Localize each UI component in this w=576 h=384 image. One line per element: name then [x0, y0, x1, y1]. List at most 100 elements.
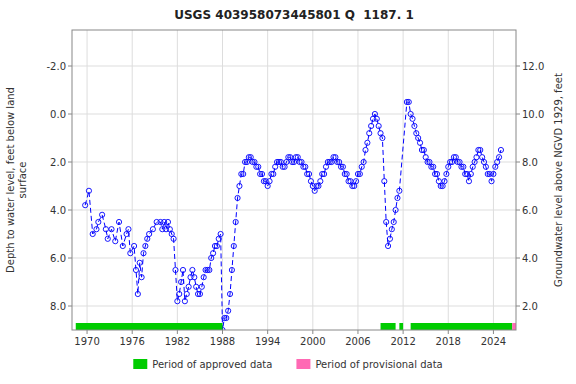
- data-point: [256, 164, 261, 169]
- data-point: [184, 291, 189, 296]
- grid-line: [72, 258, 516, 259]
- data-point: [105, 236, 110, 241]
- data-point: [461, 164, 466, 169]
- data-point: [444, 171, 449, 176]
- data-point: [177, 291, 182, 296]
- tick-mark: [516, 114, 520, 115]
- tick-mark: [448, 330, 449, 334]
- data-point: [186, 284, 191, 289]
- data-point: [180, 267, 185, 272]
- data-point: [344, 171, 349, 176]
- tick-label: 4.0: [50, 205, 66, 216]
- period-bar: [411, 323, 513, 330]
- tick-label: 6.0: [50, 253, 66, 264]
- legend-label: Period of provisional data: [315, 359, 442, 370]
- data-point: [374, 116, 379, 121]
- data-point: [139, 275, 144, 280]
- legend-item: Period of approved data: [133, 359, 272, 370]
- data-point: [389, 227, 394, 232]
- period-bar: [76, 323, 223, 330]
- data-point: [126, 227, 131, 232]
- legend-item: Period of provisional data: [296, 359, 442, 370]
- data-point: [421, 147, 426, 152]
- data-point: [86, 188, 91, 193]
- data-point: [397, 188, 402, 193]
- data-point: [190, 267, 195, 272]
- tick-mark: [68, 258, 72, 259]
- tick-label: 12.0: [522, 61, 544, 72]
- data-point: [271, 171, 276, 176]
- data-point: [410, 116, 415, 121]
- data-point: [171, 236, 176, 241]
- tick-label: 2000: [300, 336, 325, 347]
- data-point: [474, 155, 479, 160]
- grid-line: [177, 30, 178, 330]
- tick-label: 2006: [345, 336, 370, 347]
- axis-label: Depth to water level, feet below landsur…: [5, 87, 28, 273]
- data-point: [218, 231, 223, 236]
- data-point: [131, 243, 136, 248]
- data-point: [318, 179, 323, 184]
- data-point: [489, 179, 494, 184]
- grid-line: [222, 30, 223, 330]
- tick-label: 1982: [165, 336, 190, 347]
- tick-mark: [68, 306, 72, 307]
- data-point: [179, 279, 184, 284]
- data-point: [194, 284, 199, 289]
- data-point: [201, 275, 206, 280]
- grid-line: [72, 210, 516, 211]
- data-point: [363, 147, 368, 152]
- axis-label: Groundwater level above NGVD 1929, feet: [553, 73, 564, 287]
- tick-mark: [267, 330, 268, 334]
- data-point: [259, 171, 264, 176]
- data-line: [85, 102, 501, 330]
- legend-swatch: [296, 359, 310, 369]
- data-point: [367, 131, 372, 136]
- data-point: [468, 171, 473, 176]
- tick-label: 1976: [119, 336, 144, 347]
- data-point: [141, 251, 146, 256]
- tick-label: 2.0: [522, 301, 538, 312]
- tick-label: 4.0: [522, 253, 538, 264]
- tick-label: 2024: [481, 336, 506, 347]
- tick-label: 8.0: [522, 157, 538, 168]
- data-point: [173, 267, 178, 272]
- data-point: [235, 195, 240, 200]
- tick-mark: [68, 162, 72, 163]
- data-point: [384, 219, 389, 224]
- data-point: [227, 291, 232, 296]
- data-point: [369, 123, 374, 128]
- grid: [72, 30, 516, 330]
- data-point: [233, 219, 238, 224]
- data-point: [199, 284, 204, 289]
- data-point: [192, 275, 197, 280]
- data-point: [417, 140, 422, 145]
- data-point: [380, 135, 385, 140]
- data-point: [224, 315, 229, 320]
- data-point: [226, 308, 231, 313]
- tick-mark: [516, 306, 520, 307]
- data-point: [237, 183, 242, 188]
- tick-mark: [87, 330, 88, 334]
- tick-mark: [222, 330, 223, 334]
- data-point: [466, 179, 471, 184]
- data-point: [207, 267, 212, 272]
- data-point: [143, 243, 148, 248]
- data-point: [303, 164, 308, 169]
- data-point: [197, 291, 202, 296]
- data-point: [406, 99, 411, 104]
- data-point: [412, 123, 417, 128]
- tick-mark: [357, 330, 358, 334]
- legend-swatch: [133, 359, 147, 369]
- period-bar: [381, 323, 396, 330]
- tick-label: 2018: [436, 336, 461, 347]
- data-point: [365, 140, 370, 145]
- tick-mark: [68, 210, 72, 211]
- tick-label: -2.0: [46, 61, 66, 72]
- grid-line: [72, 66, 516, 67]
- tick-mark: [68, 114, 72, 115]
- data-point: [391, 219, 396, 224]
- tick-mark: [516, 66, 520, 67]
- tick-mark: [493, 330, 494, 334]
- plot-area: [76, 99, 516, 330]
